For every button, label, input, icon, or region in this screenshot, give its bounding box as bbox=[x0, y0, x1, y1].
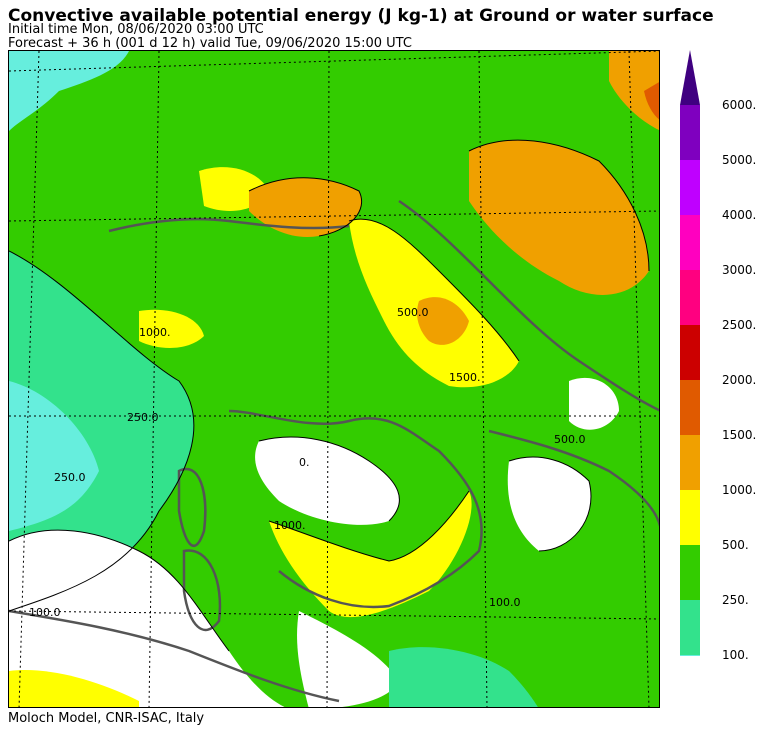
region-yellow-bottom bbox=[9, 670, 139, 707]
colorbar-swatch bbox=[680, 215, 700, 270]
colorbar-tick-label: 1000. bbox=[722, 483, 757, 497]
grid-lat-1 bbox=[9, 51, 659, 72]
credit-footer: Moloch Model, CNR-ISAC, Italy bbox=[8, 711, 205, 726]
region-white-south bbox=[297, 611, 399, 707]
contour-label: 100.0 bbox=[29, 606, 61, 619]
colorbar-swatch bbox=[680, 380, 700, 435]
colorbar-swatch bbox=[680, 490, 700, 545]
coast-north bbox=[108, 217, 350, 233]
grid-lat-4 bbox=[9, 610, 659, 620]
contour-7 bbox=[248, 177, 363, 237]
colorbar-swatch bbox=[680, 545, 700, 600]
grid-lat-2 bbox=[9, 210, 659, 222]
contour-labels: 1000. 1000. 500.0 500.0 250.0 250.0 100.… bbox=[29, 306, 586, 619]
region-orange-ne-corner bbox=[609, 51, 659, 130]
contour-8 bbox=[9, 529, 230, 652]
contour-6 bbox=[508, 456, 592, 552]
cape-map: 1000. 1000. 500.0 500.0 250.0 250.0 100.… bbox=[8, 50, 660, 708]
colorbar-tick-label: 1500. bbox=[722, 428, 757, 442]
contour-label: 0. bbox=[299, 456, 310, 469]
region-yellow-west bbox=[139, 309, 204, 348]
region-orange-center bbox=[417, 297, 469, 345]
contour-lines bbox=[9, 139, 650, 652]
colorbar-tick-label: 5000. bbox=[722, 153, 757, 167]
region-white-east bbox=[507, 457, 591, 551]
contour-label: 500.0 bbox=[554, 433, 586, 446]
map-canvas: 1000. 1000. 500.0 500.0 250.0 250.0 100.… bbox=[9, 51, 659, 707]
colorbar bbox=[680, 50, 700, 656]
colorbar-swatch bbox=[680, 160, 700, 215]
map-title: Convective available potential energy (J… bbox=[8, 6, 714, 26]
coast-adriatic-east bbox=[398, 199, 659, 412]
region-darkorange-ne bbox=[644, 82, 659, 120]
cape-regions bbox=[9, 51, 659, 707]
contour-2 bbox=[268, 490, 470, 562]
region-white-east-2 bbox=[569, 377, 619, 430]
colorbar-swatch bbox=[680, 325, 700, 380]
contour-5 bbox=[258, 436, 400, 522]
colorbar-swatch bbox=[680, 600, 700, 655]
colorbar-tick-label: 250. bbox=[722, 593, 749, 607]
contour-label: 1000. bbox=[139, 326, 171, 339]
region-west-sea bbox=[9, 251, 194, 611]
coastlines bbox=[9, 199, 659, 703]
region-west-cyan-2 bbox=[9, 51, 129, 131]
coast-south bbox=[9, 609, 340, 703]
colorbar-swatch bbox=[680, 435, 700, 490]
contour-label: 1000. bbox=[274, 519, 306, 532]
colorbar-swatch bbox=[680, 105, 700, 160]
contour-label: 100.0 bbox=[489, 596, 521, 609]
coast-italy bbox=[228, 409, 483, 609]
contour-1 bbox=[9, 250, 195, 612]
region-orange-ne bbox=[469, 140, 649, 295]
contour-label: 250.0 bbox=[54, 471, 86, 484]
contour-label: 250.0 bbox=[127, 411, 159, 424]
region-se-mint bbox=[389, 647, 538, 707]
coast-corsica bbox=[177, 467, 207, 547]
region-orange-north bbox=[249, 177, 362, 237]
colorbar-swatch bbox=[680, 655, 700, 656]
coast-balkans bbox=[488, 429, 659, 528]
region-yellow-italy bbox=[269, 491, 472, 618]
graticule bbox=[9, 51, 659, 707]
colorbar-tick-label: 3000. bbox=[722, 263, 757, 277]
colorbar-tick-label: 500. bbox=[722, 538, 749, 552]
contour-3 bbox=[348, 218, 520, 362]
colorbar-tick-label: 2500. bbox=[722, 318, 757, 332]
colorbar-arrow bbox=[680, 50, 700, 105]
contour-4 bbox=[468, 139, 650, 272]
contour-label: 1500. bbox=[449, 371, 481, 384]
colorbar-tick-label: 6000. bbox=[722, 98, 757, 112]
region-west-cyan bbox=[9, 381, 99, 531]
colorbar-tick-label: 4000. bbox=[722, 208, 757, 222]
contour-label: 500.0 bbox=[397, 306, 429, 319]
forecast-time: Forecast + 36 h (001 d 12 h) valid Tue, … bbox=[8, 36, 412, 51]
coast-sardinia bbox=[182, 549, 222, 632]
colorbar-swatch bbox=[680, 270, 700, 325]
initial-time: Initial time Mon, 08/06/2020 03:00 UTC bbox=[8, 22, 264, 37]
colorbar-tick-label: 2000. bbox=[722, 373, 757, 387]
colorbar-tick-label: 100. bbox=[722, 648, 749, 662]
